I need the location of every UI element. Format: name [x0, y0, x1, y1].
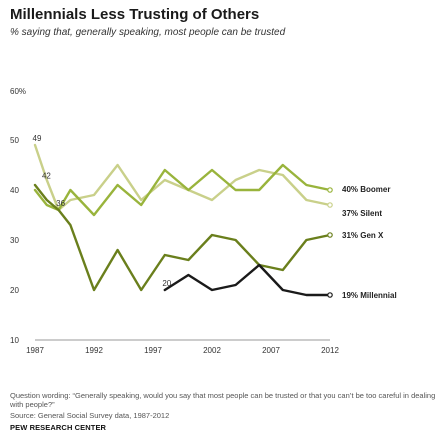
series-line-boomer: [33, 163, 332, 217]
chart-subtitle: % saying that, generally speaking, most …: [10, 27, 286, 38]
data-label: 49: [33, 134, 42, 143]
y-axis-top-label: 60%: [10, 87, 26, 96]
pew-logo-text: PEW RESEARCH CENTER: [10, 423, 107, 432]
question-wording-note: Question wording: “Generally speaking, w…: [10, 391, 436, 409]
data-label: 20: [162, 279, 171, 288]
y-tick-label: 20: [10, 286, 19, 295]
y-tick-label: 10: [10, 336, 19, 345]
data-label: 42: [42, 172, 51, 181]
series-line-gen-x: [33, 183, 332, 292]
x-tick-label: 2012: [321, 346, 339, 355]
y-tick-label: 30: [10, 236, 19, 245]
x-tick-label: 1997: [144, 346, 162, 355]
source-note: Source: General Social Survey data, 1987…: [10, 411, 170, 420]
x-tick-label: 2002: [203, 346, 221, 355]
data-label: 36: [56, 199, 65, 208]
y-tick-label: 40: [10, 186, 19, 195]
chart-title: Millennials Less Trusting of Others: [10, 6, 260, 23]
x-tick-label: 1992: [85, 346, 103, 355]
x-tick-label: 1987: [26, 346, 44, 355]
series-end-label: 37% Silent: [342, 209, 382, 218]
series-end-marker: [327, 187, 333, 193]
series-end-marker: [327, 232, 333, 238]
series-line-millennial: [163, 263, 332, 297]
x-tick-label: 2007: [262, 346, 280, 355]
series-end-label: 19% Millennial: [342, 291, 397, 300]
series-end-label: 40% Boomer: [342, 185, 390, 194]
y-tick-label: 50: [10, 136, 19, 145]
series-end-label: 31% Gen X: [342, 231, 384, 240]
series-end-marker: [327, 202, 333, 208]
series-end-marker: [327, 292, 333, 298]
